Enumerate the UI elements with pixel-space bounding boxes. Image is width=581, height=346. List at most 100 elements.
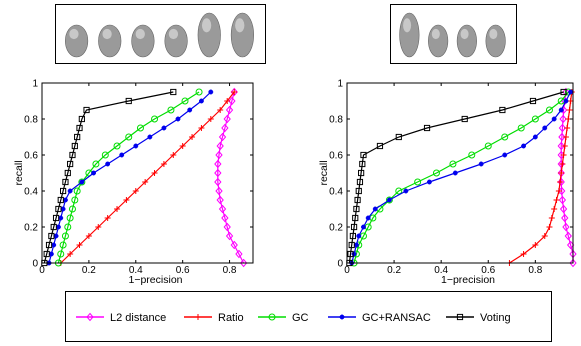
data-point	[214, 168, 222, 178]
data-point	[546, 224, 553, 230]
data-point	[170, 88, 177, 96]
series-gc	[54, 88, 203, 267]
data-point	[365, 215, 371, 221]
data-point	[548, 215, 555, 221]
data-point	[79, 179, 85, 185]
data-point	[356, 178, 364, 186]
legend-marker	[86, 312, 94, 322]
legend-marker	[268, 313, 276, 321]
data-point	[74, 133, 81, 141]
data-point	[372, 206, 378, 212]
legend-marker	[195, 314, 201, 320]
data-point	[83, 106, 90, 114]
data-point	[562, 222, 570, 232]
data-point	[468, 151, 476, 159]
data-point	[142, 179, 149, 185]
data-point	[558, 195, 567, 205]
data-point	[104, 215, 111, 221]
bunny-figure-image	[131, 24, 155, 58]
data-point	[73, 187, 81, 195]
x-tick-label: 0	[39, 265, 45, 276]
y-tick-label: 0.4	[24, 187, 38, 198]
data-point	[239, 258, 248, 268]
series-line	[353, 91, 569, 264]
data-point	[561, 143, 568, 149]
data-point	[76, 124, 83, 132]
data-point	[354, 196, 361, 204]
x-tick-label: 0.2	[82, 265, 96, 276]
data-point	[562, 134, 569, 140]
data-point	[560, 152, 567, 158]
demon-figure-image	[65, 24, 89, 58]
data-point	[449, 160, 457, 168]
data-point	[545, 106, 553, 114]
data-point	[95, 224, 102, 230]
legend-label: Voting	[480, 312, 511, 324]
data-point	[214, 159, 222, 169]
data-point	[452, 170, 458, 176]
y-tick-label: 0.6	[24, 151, 38, 162]
x-axis-label: 1−precision	[129, 274, 183, 286]
data-point	[542, 125, 548, 131]
series-voting	[346, 88, 567, 267]
y-tick-label: 0.6	[329, 151, 343, 162]
legend-item-gc: GC	[258, 312, 309, 324]
data-point	[225, 231, 234, 241]
data-point	[360, 151, 367, 159]
legend-label: GC+RANSAC	[362, 312, 431, 324]
y-tick-label: 0.8	[24, 115, 38, 126]
data-point	[568, 89, 574, 95]
legend-item-gc-ransac: GC+RANSAC	[328, 312, 431, 324]
data-point	[558, 186, 566, 196]
y-tick-label: 1	[337, 79, 343, 90]
data-point	[426, 179, 432, 185]
data-point	[133, 143, 139, 149]
data-point	[558, 132, 566, 142]
data-point	[43, 250, 50, 258]
data-point	[403, 188, 409, 194]
data-point	[187, 107, 193, 113]
data-point	[125, 97, 132, 105]
series-line	[217, 91, 245, 264]
y-axis-label: recall	[318, 160, 330, 185]
y-tick-label: 0	[32, 259, 38, 270]
data-point	[355, 187, 362, 195]
series-gc	[350, 88, 572, 267]
dragon-figure-image	[164, 24, 188, 58]
data-point	[532, 242, 539, 248]
data-point	[64, 169, 71, 177]
data-point	[228, 96, 236, 106]
x-tick-label: 0.6	[176, 265, 190, 276]
data-point	[551, 206, 558, 212]
legend-label: Ratio	[218, 312, 244, 324]
data-point	[60, 187, 67, 195]
data-point	[395, 133, 402, 141]
y-tick-label: 0.2	[24, 223, 38, 234]
chart-left: 0 0.2 0.4 0.6 0.8 0 0.2 0.4 0.6 0.8 1 1−precision re…	[13, 79, 254, 286]
dinosaur-figure-image	[428, 24, 449, 58]
dinosaur-figure-image	[456, 24, 477, 58]
data-point	[218, 204, 227, 214]
data-point	[181, 97, 189, 105]
y-tick-label: 1	[32, 79, 38, 90]
data-point	[48, 232, 55, 240]
data-point	[215, 150, 223, 160]
x-tick-label: 0.2	[387, 265, 401, 276]
data-point	[557, 177, 565, 187]
statue-figure-image	[197, 12, 221, 58]
data-point	[376, 142, 384, 150]
legend-marker	[456, 313, 464, 321]
data-point	[59, 241, 67, 249]
x-tick-label: 0.4	[129, 265, 143, 276]
data-point	[67, 160, 74, 168]
data-point	[484, 142, 492, 150]
data-point	[113, 142, 121, 150]
thumbnail-figures	[65, 12, 506, 58]
data-point	[541, 233, 548, 239]
axes-frame	[346, 82, 574, 264]
data-point	[216, 195, 224, 205]
legend-item-l2-distance: L2 distance	[76, 312, 166, 324]
data-point	[350, 223, 358, 231]
data-point	[559, 204, 568, 214]
x-tick-label: 0.6	[481, 265, 495, 276]
